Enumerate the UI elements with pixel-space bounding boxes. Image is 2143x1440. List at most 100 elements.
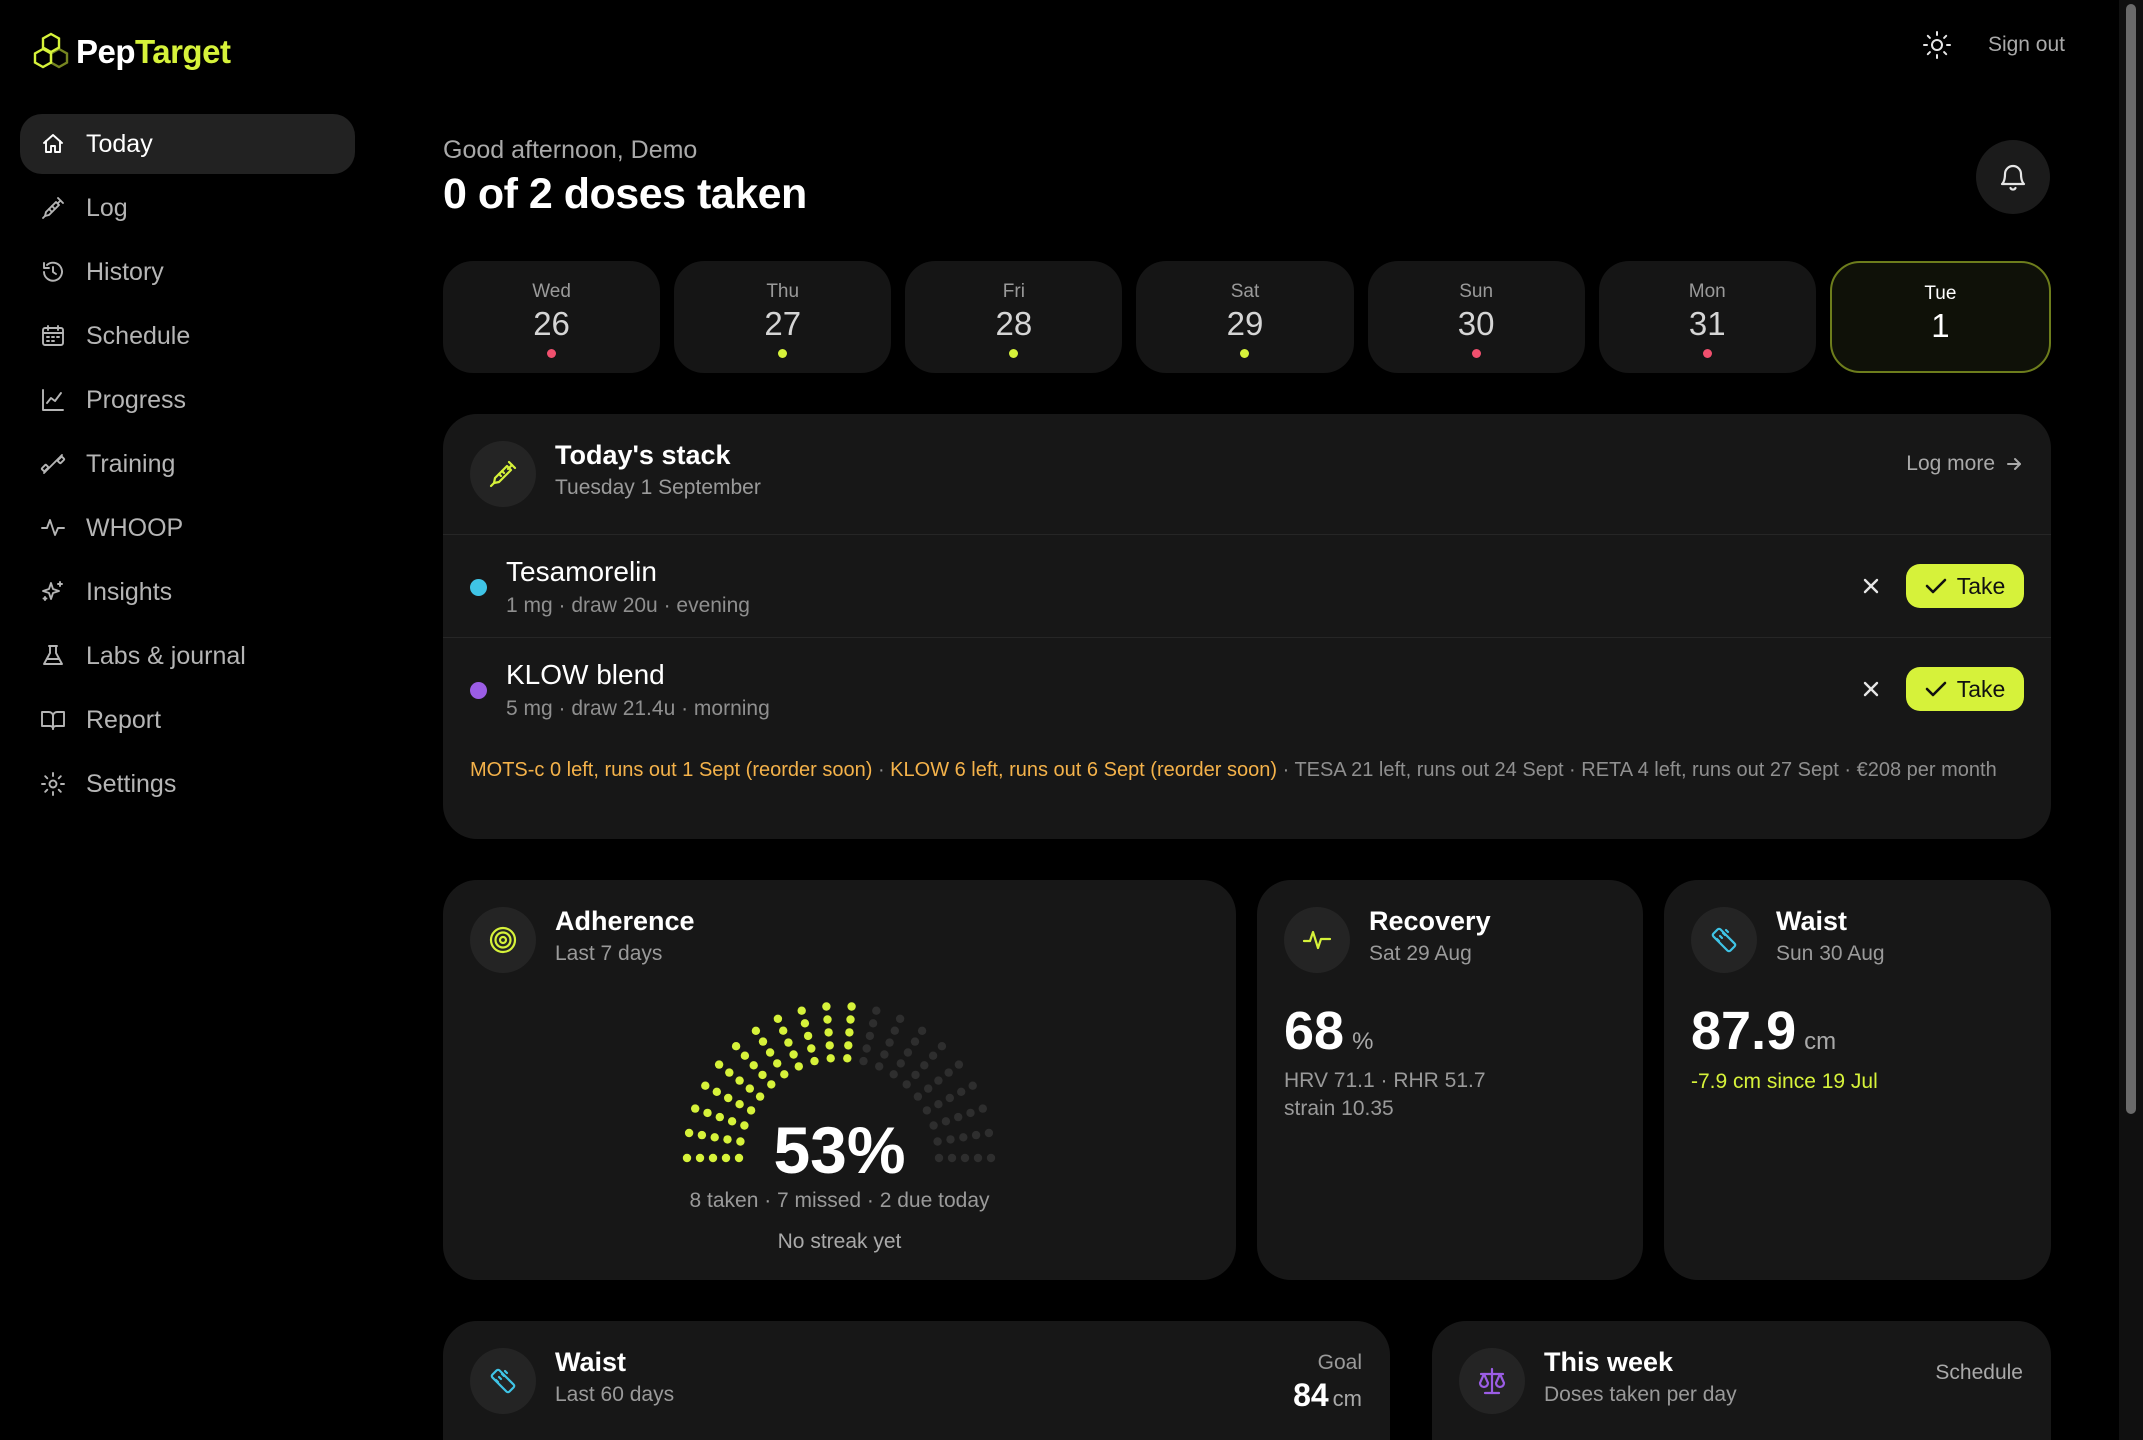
gauge-dot xyxy=(945,1093,954,1103)
gauge-dot xyxy=(944,1068,953,1077)
gauge-dot xyxy=(740,1051,750,1060)
streak-label: No streak yet xyxy=(777,1230,902,1253)
adherence-dot-gauge xyxy=(682,1002,996,1163)
sidebar-item-report[interactable]: Report xyxy=(20,690,355,750)
sidebar-item-settings[interactable]: Settings xyxy=(20,754,355,814)
gauge-dot xyxy=(824,1028,833,1037)
day-chip[interactable]: Tue 1 xyxy=(1829,261,2051,373)
gauge-dot xyxy=(973,1153,983,1163)
syringe-icon xyxy=(42,197,64,219)
stack-title: Today's stack xyxy=(555,440,731,470)
todays-stack-card: Today's stack Tuesday 1 September Log mo… xyxy=(443,414,2051,839)
take-dose-button[interactable]: Take xyxy=(1906,667,2024,711)
sidebar-item-insights[interactable]: Insights xyxy=(20,562,355,622)
gauge-dot xyxy=(745,1084,754,1093)
sidebar-item-label: Insights xyxy=(86,577,173,606)
gauge-dot xyxy=(684,1128,694,1138)
theme-toggle-sun-icon[interactable] xyxy=(1922,30,1952,60)
app-logo[interactable]: PepTarget xyxy=(32,32,231,72)
waist-trend-title: Waist xyxy=(555,1347,627,1377)
gauge-dot xyxy=(946,1135,955,1144)
sidebar-item-history[interactable]: History xyxy=(20,242,355,302)
gauge-dot xyxy=(723,1135,732,1144)
this-week-card: This week Doses taken per day Schedule xyxy=(1432,1321,2051,1440)
day-chip[interactable]: Wed 26 xyxy=(443,261,661,373)
gauge-dot xyxy=(789,1050,798,1059)
day-status-dot xyxy=(1471,349,1481,358)
gauge-dot xyxy=(959,1133,968,1142)
schedule-link[interactable]: Schedule xyxy=(1935,1361,2023,1384)
gauge-dot xyxy=(934,1153,944,1163)
close-icon xyxy=(1863,681,1879,697)
sidebar-item-today[interactable]: Today xyxy=(20,114,355,174)
dose-detail: 5 mg · draw 21.4u · morning xyxy=(506,697,770,720)
dose-color-dot xyxy=(470,579,487,596)
greeting: Good afternoon, Demo xyxy=(443,136,698,164)
take-dose-button[interactable]: Take xyxy=(1906,564,2024,608)
waist-card[interactable]: Waist Sun 30 Aug 87.9 cm -7.9 cm since 19… xyxy=(1664,880,2051,1280)
gauge-dot xyxy=(971,1130,981,1140)
sidebar-item-label: Labs & journal xyxy=(86,641,246,670)
waist-trend-card[interactable]: Waist Last 60 days Goal 84 cm xyxy=(443,1321,1390,1440)
notifications-button[interactable] xyxy=(1976,140,2050,214)
recovery-hrv-rhr: HRV 71.1 · RHR 51.7 xyxy=(1284,1069,1486,1092)
divider xyxy=(443,637,2051,638)
gauge-dot xyxy=(872,1006,881,1015)
gauge-dot xyxy=(937,1042,947,1051)
waist-value: 87.9 cm xyxy=(1691,1001,1837,1061)
calendar-icon xyxy=(42,325,64,346)
check-icon xyxy=(1925,681,1947,697)
log-more-link[interactable]: Log more xyxy=(1906,452,2023,476)
day-chip[interactable]: Thu 27 xyxy=(674,261,892,373)
day-number: 27 xyxy=(764,305,802,342)
sidebar-item-log[interactable]: Log xyxy=(20,178,355,238)
page-scrollbar[interactable] xyxy=(2119,0,2143,1440)
skip-dose-button[interactable] xyxy=(1856,674,1886,704)
sparkles-icon xyxy=(42,581,63,601)
sidebar-item-label: Training xyxy=(86,449,176,478)
dose-detail: 1 mg · draw 20u · evening xyxy=(506,594,750,617)
day-chip[interactable]: Mon 31 xyxy=(1598,261,1816,373)
gauge-dot xyxy=(890,1026,899,1035)
gauge-dot xyxy=(727,1117,737,1126)
gauge-dot xyxy=(885,1038,894,1047)
gauge-dot xyxy=(682,1153,692,1163)
gauge-dot xyxy=(896,1059,905,1068)
chart-line-icon xyxy=(42,389,64,411)
gauge-dot xyxy=(913,1092,923,1101)
day-chip[interactable]: Sat 29 xyxy=(1136,261,1354,373)
gauge-dot xyxy=(933,1137,942,1146)
sidebar-item-schedule[interactable]: Schedule xyxy=(20,306,355,366)
gauge-dot xyxy=(779,1026,788,1035)
close-icon xyxy=(1863,578,1879,594)
adherence-subtitle: Last 7 days xyxy=(555,942,663,965)
ruler-icon xyxy=(1711,927,1737,953)
sidebar-item-label: Settings xyxy=(86,769,177,798)
scrollbar-thumb[interactable] xyxy=(2126,4,2136,1114)
gauge-dot xyxy=(911,1070,920,1080)
gauge-dot xyxy=(845,1028,854,1037)
day-chip[interactable]: Sun 30 xyxy=(1367,261,1585,373)
gauge-dot xyxy=(767,1080,776,1089)
skip-dose-button[interactable] xyxy=(1856,571,1886,601)
dose-name: Tesamorelin xyxy=(506,556,657,587)
gauge-dot xyxy=(844,1041,853,1050)
sidebar-item-progress[interactable]: Progress xyxy=(20,370,355,430)
sidebar-nav: Today Log History Schedule Progress Training W… xyxy=(20,114,355,818)
waist-date: Sun 30 Aug xyxy=(1776,942,1885,965)
gauge-dot xyxy=(978,1104,987,1113)
sidebar-item-labs-journal[interactable]: Labs & journal xyxy=(20,626,355,686)
gauge-dot xyxy=(710,1133,719,1142)
sidebar-item-whoop[interactable]: WHOOP xyxy=(20,498,355,558)
day-name: Fri xyxy=(1002,281,1025,302)
sidebar-item-training[interactable]: Training xyxy=(20,434,355,494)
day-chip[interactable]: Fri 28 xyxy=(905,261,1123,373)
gauge-dot xyxy=(968,1081,977,1090)
gauge-dot xyxy=(773,1059,782,1068)
sign-out-link[interactable]: Sign out xyxy=(1987,33,2065,56)
syringe-icon xyxy=(489,460,517,488)
recovery-card[interactable]: Recovery Sat 29 Aug 68% HRV 71.1 · RHR 5… xyxy=(1257,880,1643,1280)
gauge-dot xyxy=(966,1108,975,1118)
reorder-warning: KLOW 6 left, runs out 6 Sept (reorder so… xyxy=(890,759,1278,781)
gauge-dot xyxy=(712,1087,721,1096)
